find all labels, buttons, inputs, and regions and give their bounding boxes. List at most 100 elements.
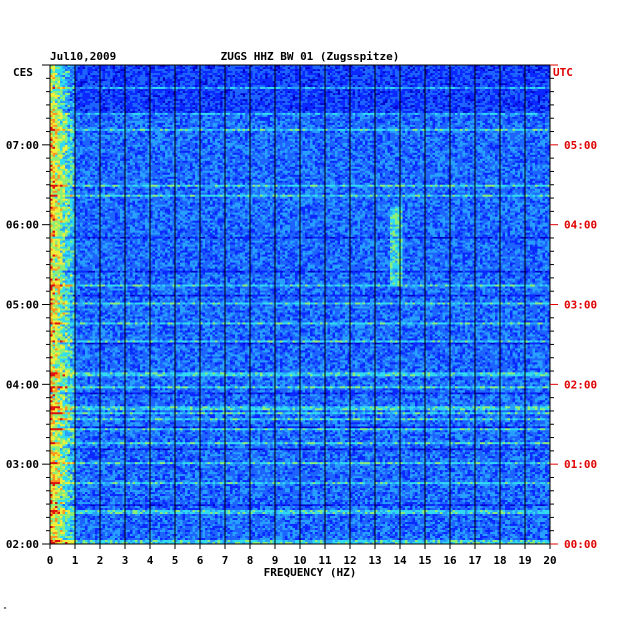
- heatmap-cell: [155, 71, 158, 73]
- heatmap-cell: [335, 81, 338, 83]
- heatmap-cell: [495, 71, 498, 73]
- heatmap-cell: [193, 91, 196, 93]
- heatmap-cell: [338, 75, 341, 77]
- heatmap-cell: [358, 79, 361, 81]
- heatmap-cell: [210, 97, 213, 99]
- heatmap-cell: [170, 85, 173, 87]
- heatmap-cell: [215, 87, 218, 89]
- heatmap-cell: [128, 83, 131, 85]
- heatmap-cell: [428, 91, 431, 93]
- heatmap-cell: [128, 85, 131, 87]
- heatmap-cell: [230, 95, 233, 97]
- heatmap-cell: [345, 95, 348, 97]
- heatmap-cell: [518, 93, 521, 95]
- heatmap-cell: [90, 79, 93, 81]
- heatmap-cell: [113, 69, 116, 71]
- heatmap-cell: [365, 75, 368, 77]
- heatmap-cell: [178, 93, 181, 95]
- heatmap-cell: [363, 87, 366, 89]
- heatmap-cell: [138, 79, 141, 81]
- heatmap-cell: [140, 75, 143, 77]
- heatmap-cell: [238, 69, 241, 71]
- heatmap-cell: [440, 81, 443, 83]
- heatmap-cell: [85, 75, 88, 77]
- heatmap-cell: [315, 83, 318, 85]
- heatmap-cell: [455, 85, 458, 87]
- heatmap-cell: [518, 99, 521, 101]
- heatmap-cell: [443, 97, 446, 99]
- heatmap-cell: [413, 89, 416, 91]
- heatmap-cell: [305, 75, 308, 77]
- heatmap-cell: [110, 99, 113, 101]
- heatmap-cell: [288, 95, 291, 97]
- heatmap-cell: [315, 81, 318, 83]
- heatmap-cell: [545, 75, 548, 77]
- heatmap-cell: [535, 67, 538, 69]
- heatmap-cell: [170, 89, 173, 91]
- heatmap-cell: [65, 95, 68, 97]
- heatmap-cell: [63, 93, 66, 95]
- heatmap-cell: [428, 97, 431, 99]
- heatmap-cell: [443, 99, 446, 101]
- heatmap-cell: [245, 77, 248, 79]
- heatmap-cell: [305, 93, 308, 95]
- heatmap-cell: [488, 97, 491, 99]
- heatmap-cell: [255, 89, 258, 91]
- heatmap-cell: [310, 97, 313, 99]
- heatmap-cell: [263, 83, 266, 85]
- heatmap-cell: [90, 77, 93, 79]
- heatmap-cell: [518, 69, 521, 71]
- heatmap-cell: [368, 73, 371, 75]
- heatmap-cell: [378, 91, 381, 93]
- heatmap-cell: [465, 73, 468, 75]
- heatmap-cell: [270, 83, 273, 85]
- heatmap-cell: [80, 77, 83, 79]
- heatmap-cell: [333, 95, 336, 97]
- heatmap-cell: [443, 79, 446, 81]
- heatmap-cell: [118, 73, 121, 75]
- heatmap-cell: [60, 89, 63, 91]
- heatmap-cell: [240, 81, 243, 83]
- heatmap-cell: [155, 83, 158, 85]
- heatmap-cell: [178, 87, 181, 89]
- heatmap-cell: [193, 93, 196, 95]
- heatmap-cell: [83, 87, 86, 89]
- heatmap-cell: [378, 71, 381, 73]
- heatmap-cell: [283, 85, 286, 87]
- heatmap-cell: [480, 89, 483, 91]
- heatmap-cell: [470, 69, 473, 71]
- heatmap-cell: [105, 77, 108, 79]
- heatmap-cell: [458, 71, 461, 73]
- heatmap-cell: [433, 85, 436, 87]
- heatmap-cell: [160, 99, 163, 101]
- heatmap-cell: [330, 77, 333, 79]
- heatmap-cell: [495, 69, 498, 71]
- heatmap-cell: [318, 83, 321, 85]
- heatmap-cell: [68, 73, 71, 75]
- heatmap-cell: [243, 97, 246, 99]
- heatmap-cell: [210, 89, 213, 91]
- heatmap-cell: [68, 93, 71, 95]
- heatmap-cell: [260, 89, 263, 91]
- heatmap-cell: [158, 81, 161, 83]
- heatmap-cell: [83, 83, 86, 85]
- heatmap-cell: [378, 87, 381, 89]
- heatmap-cell: [110, 95, 113, 97]
- heatmap-cell: [163, 81, 166, 83]
- heatmap-cell: [538, 81, 541, 83]
- heatmap-cell: [510, 73, 513, 75]
- heatmap-cell: [493, 95, 496, 97]
- heatmap-cell: [403, 69, 406, 71]
- heatmap-cell: [393, 93, 396, 95]
- heatmap-cell: [340, 91, 343, 93]
- heatmap-cell: [433, 99, 436, 101]
- heatmap-cell: [185, 75, 188, 77]
- heatmap-cell: [538, 85, 541, 87]
- heatmap-cell: [235, 77, 238, 79]
- heatmap-cell: [460, 89, 463, 91]
- heatmap-cell: [235, 101, 238, 103]
- heatmap-cell: [495, 97, 498, 99]
- heatmap-cell: [240, 95, 243, 97]
- heatmap-cell: [130, 83, 133, 85]
- heatmap-cell: [218, 93, 221, 95]
